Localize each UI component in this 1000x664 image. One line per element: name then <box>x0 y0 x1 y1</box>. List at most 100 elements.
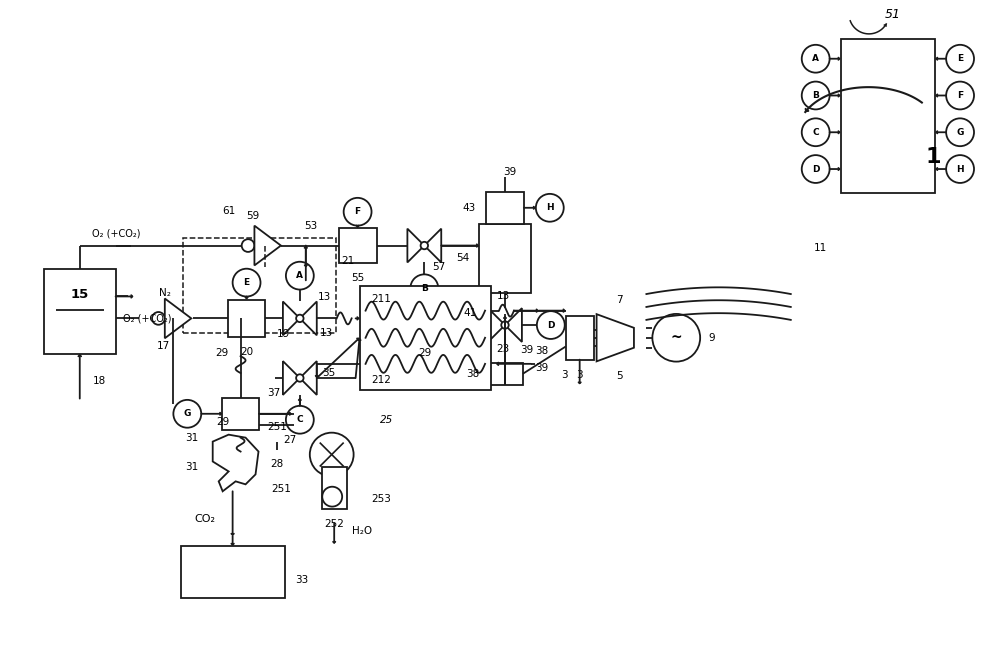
Text: 61: 61 <box>223 206 236 216</box>
Text: 18: 18 <box>93 376 106 386</box>
Polygon shape <box>300 361 317 395</box>
Text: C: C <box>297 415 303 424</box>
Circle shape <box>233 269 261 297</box>
Text: 13: 13 <box>496 291 510 301</box>
Text: 31: 31 <box>186 433 199 443</box>
Circle shape <box>286 406 314 434</box>
Text: 39: 39 <box>535 363 548 373</box>
Circle shape <box>242 239 254 252</box>
Polygon shape <box>254 226 281 266</box>
Circle shape <box>537 311 565 339</box>
Text: 35: 35 <box>322 368 335 378</box>
Text: 28: 28 <box>270 459 284 469</box>
Text: 212: 212 <box>372 375 391 385</box>
Bar <box>222 398 259 430</box>
Bar <box>44 270 116 354</box>
Text: 21: 21 <box>341 256 355 266</box>
Text: 38: 38 <box>535 346 548 356</box>
Circle shape <box>344 198 372 226</box>
Text: H₂O: H₂O <box>352 526 372 536</box>
Text: 29: 29 <box>215 348 229 358</box>
Text: 13: 13 <box>318 291 331 301</box>
Text: E: E <box>243 278 250 287</box>
Text: CO₂: CO₂ <box>194 514 215 524</box>
Text: D: D <box>547 321 555 329</box>
Text: 39: 39 <box>503 167 517 177</box>
Polygon shape <box>597 314 634 361</box>
Text: 5: 5 <box>616 371 623 380</box>
Text: B: B <box>812 91 819 100</box>
Text: H: H <box>956 165 964 173</box>
Text: O₂ (+CO₂): O₂ (+CO₂) <box>123 313 171 323</box>
Text: 27: 27 <box>284 435 297 445</box>
Bar <box>183 238 336 333</box>
Text: G: G <box>184 409 191 418</box>
Circle shape <box>421 242 428 249</box>
Text: F: F <box>355 207 361 216</box>
Text: 9: 9 <box>708 333 715 343</box>
Bar <box>841 39 935 193</box>
Circle shape <box>296 374 304 382</box>
Text: 13: 13 <box>320 328 333 338</box>
Text: 29: 29 <box>419 348 432 358</box>
Circle shape <box>322 487 342 507</box>
Text: 17: 17 <box>157 341 170 351</box>
Text: 20: 20 <box>240 347 253 357</box>
Bar <box>487 363 523 384</box>
Text: 29: 29 <box>216 417 229 427</box>
Text: 251: 251 <box>271 484 291 494</box>
Circle shape <box>501 321 509 329</box>
Bar <box>566 316 594 360</box>
Circle shape <box>410 274 438 302</box>
Circle shape <box>946 155 974 183</box>
Text: 253: 253 <box>372 494 391 504</box>
Polygon shape <box>213 435 259 491</box>
Circle shape <box>652 314 700 362</box>
Text: A: A <box>812 54 819 63</box>
Text: F: F <box>957 91 963 100</box>
Text: 11: 11 <box>814 243 827 254</box>
Text: D: D <box>812 165 819 173</box>
Polygon shape <box>300 301 317 335</box>
Circle shape <box>802 118 830 146</box>
Circle shape <box>802 155 830 183</box>
Text: 43: 43 <box>463 203 476 212</box>
Circle shape <box>946 44 974 72</box>
Circle shape <box>296 315 304 322</box>
Polygon shape <box>283 301 300 335</box>
Text: 53: 53 <box>304 220 317 230</box>
Bar <box>181 546 285 598</box>
Circle shape <box>946 118 974 146</box>
Text: A: A <box>296 271 303 280</box>
Bar <box>339 228 377 264</box>
Text: 3: 3 <box>576 370 583 380</box>
Text: 252: 252 <box>324 519 344 529</box>
Text: 33: 33 <box>295 574 309 584</box>
Text: 37: 37 <box>267 388 280 398</box>
Text: 38: 38 <box>466 369 479 378</box>
Bar <box>228 299 265 337</box>
Text: 25: 25 <box>380 415 393 425</box>
Text: 57: 57 <box>432 262 446 272</box>
Text: 31: 31 <box>186 462 199 473</box>
Text: 54: 54 <box>456 254 469 264</box>
Circle shape <box>286 262 314 290</box>
Text: 3: 3 <box>561 370 568 380</box>
Circle shape <box>536 194 564 222</box>
Text: 23: 23 <box>496 344 510 354</box>
Text: 55: 55 <box>351 274 364 284</box>
Text: B: B <box>421 284 428 293</box>
Text: C: C <box>812 127 819 137</box>
Polygon shape <box>283 361 300 395</box>
Polygon shape <box>488 308 505 342</box>
Text: 7: 7 <box>616 295 623 305</box>
Bar <box>360 286 491 390</box>
Circle shape <box>152 312 165 325</box>
Text: 39: 39 <box>520 345 533 355</box>
Bar <box>486 192 524 224</box>
Text: O₂ (+CO₂): O₂ (+CO₂) <box>92 228 141 238</box>
Text: 15: 15 <box>71 288 89 301</box>
Text: 59: 59 <box>246 210 260 220</box>
Text: G: G <box>956 127 964 137</box>
Polygon shape <box>505 308 522 342</box>
